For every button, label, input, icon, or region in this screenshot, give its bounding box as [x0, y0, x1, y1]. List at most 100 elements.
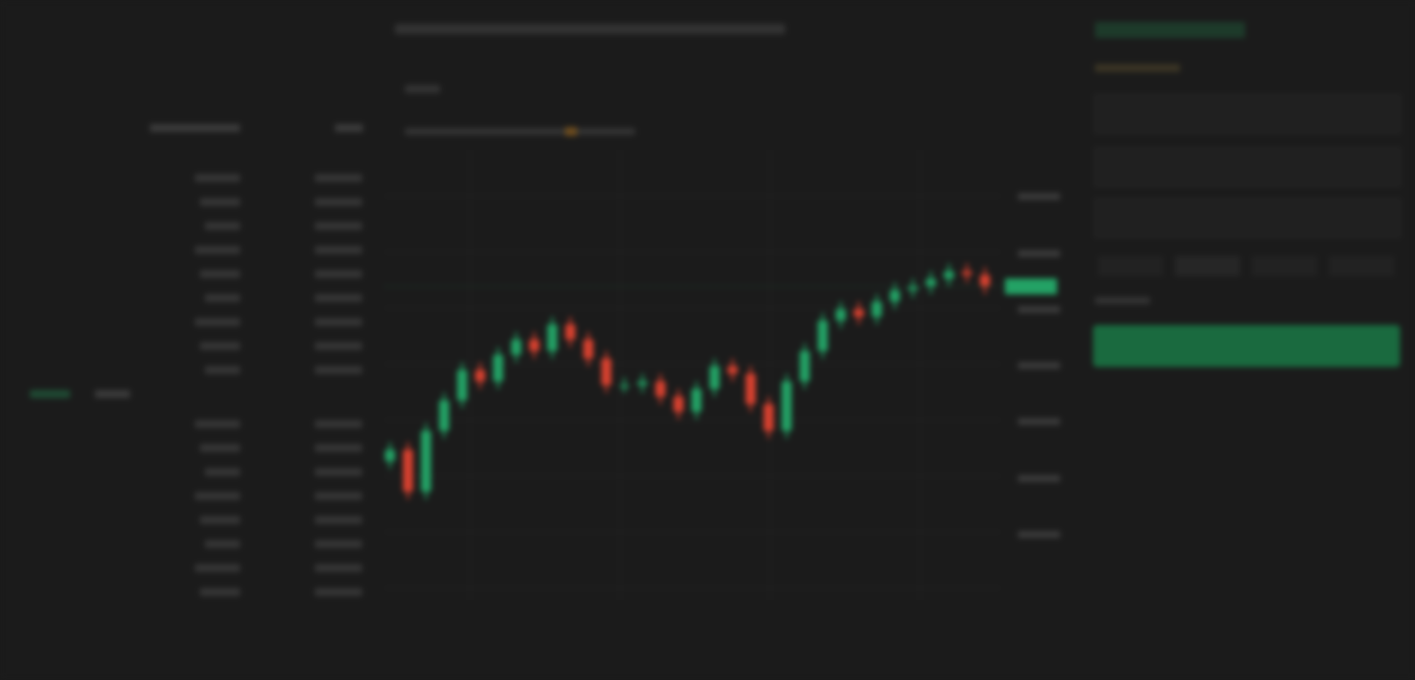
- book-row: [195, 564, 240, 572]
- candle-body: [727, 366, 738, 374]
- candle-body: [475, 370, 486, 382]
- input[interactable]: [1094, 94, 1401, 134]
- axis-label: [1018, 475, 1060, 482]
- chart-header: [395, 24, 785, 136]
- percent-button[interactable]: [1098, 256, 1163, 276]
- candle-body: [781, 381, 792, 431]
- book-row: [315, 588, 362, 596]
- axis-label: [1018, 362, 1060, 369]
- candle-body: [799, 351, 810, 382]
- candle-body: [511, 339, 522, 355]
- percent-button[interactable]: [1252, 256, 1317, 276]
- book-row: [315, 444, 362, 452]
- book-row: [205, 540, 240, 548]
- candle-body: [709, 366, 720, 389]
- tab: [95, 390, 130, 398]
- book-row: [205, 294, 240, 302]
- book-row: [315, 366, 362, 374]
- candle-body: [583, 339, 594, 359]
- candle-body: [673, 396, 684, 412]
- order-form: [1093, 22, 1401, 367]
- book-row: [315, 540, 362, 548]
- timeframe-active: [565, 127, 577, 136]
- candle-body: [547, 324, 558, 351]
- candle-body: [745, 373, 756, 405]
- book-row: [315, 318, 362, 326]
- book-row: [205, 468, 240, 476]
- candle-body: [691, 389, 702, 412]
- book-row: [315, 222, 362, 230]
- input[interactable]: [1094, 198, 1401, 238]
- book-row: [200, 444, 240, 452]
- pair-info: [395, 24, 785, 34]
- candle-body: [925, 278, 936, 287]
- axis-label: [1018, 531, 1060, 538]
- axis-label: [1018, 193, 1060, 200]
- price-axis: [1018, 193, 1060, 538]
- book-row: [200, 342, 240, 350]
- book-row: [315, 174, 362, 182]
- candle-body: [457, 370, 468, 401]
- book-row: [205, 366, 240, 374]
- book-row: [315, 468, 362, 476]
- book-row: [195, 420, 240, 428]
- candle-body: [907, 286, 918, 291]
- book-row: [200, 516, 240, 524]
- book-row: [315, 294, 362, 302]
- book-row: [315, 198, 362, 206]
- last-price-tag: [1005, 278, 1057, 295]
- candle-body: [529, 339, 540, 351]
- candle-body: [403, 449, 414, 492]
- candles: [385, 263, 1057, 500]
- book-row: [205, 222, 240, 230]
- tab: [30, 390, 70, 398]
- percent-button[interactable]: [1175, 256, 1240, 276]
- candle-body: [421, 430, 432, 492]
- candle-body: [493, 354, 504, 382]
- book-row: [315, 420, 362, 428]
- book-header: [335, 124, 363, 132]
- candle-body: [853, 309, 864, 317]
- input[interactable]: [1094, 147, 1401, 187]
- buy-button[interactable]: [1093, 325, 1400, 367]
- candle-body: [601, 358, 612, 386]
- candle-body: [980, 275, 990, 287]
- candle-body: [439, 400, 450, 431]
- book-row: [195, 246, 240, 254]
- book-row: [195, 492, 240, 500]
- candle-body: [565, 324, 576, 340]
- chart-tab: [405, 85, 440, 93]
- chart-grid: [385, 150, 1000, 600]
- order-book: [30, 124, 363, 596]
- percent-button[interactable]: [1329, 256, 1394, 276]
- candle-body: [385, 449, 395, 462]
- book-row: [195, 318, 240, 326]
- book-row: [200, 198, 240, 206]
- axis-label: [1018, 418, 1060, 425]
- book-header: [150, 124, 240, 132]
- fee-label: [1095, 297, 1150, 304]
- candle-body: [961, 271, 972, 275]
- axis-label: [1018, 306, 1060, 313]
- book-row: [315, 516, 362, 524]
- book-row: [195, 174, 240, 182]
- form-title: [1095, 22, 1245, 38]
- book-row: [315, 342, 362, 350]
- book-row: [315, 492, 362, 500]
- candle-body: [763, 404, 774, 431]
- candle-body: [943, 271, 954, 279]
- book-row: [315, 564, 362, 572]
- candle-body: [637, 381, 648, 386]
- candle-body: [871, 301, 882, 317]
- book-row: [200, 588, 240, 596]
- candle-body: [655, 381, 666, 397]
- book-row: [200, 270, 240, 278]
- book-rows: [195, 174, 362, 596]
- candle-body: [619, 385, 630, 388]
- timeframes: [405, 128, 635, 135]
- book-row: [315, 270, 362, 278]
- axis-label: [1018, 250, 1060, 257]
- book-row: [315, 246, 362, 254]
